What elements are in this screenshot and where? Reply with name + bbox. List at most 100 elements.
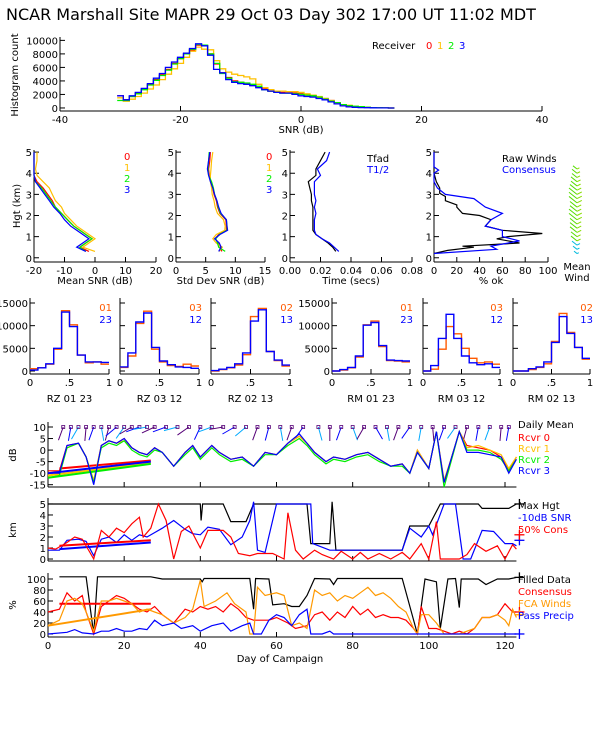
profile-series-3 [206, 152, 229, 252]
day-marker [385, 425, 389, 429]
day-marker [327, 425, 332, 429]
legend-entry: 2 [266, 174, 272, 185]
trend-line [47, 462, 151, 479]
trend-line [59, 541, 151, 551]
x-tick-label: 1 [196, 378, 202, 389]
y-tick-label: 2 [26, 212, 32, 223]
day-marker [114, 425, 119, 429]
legend-entry: Rcvr 1 [518, 444, 550, 455]
x-tick-label: 80 [519, 266, 532, 277]
mean-wind-barb [576, 252, 580, 254]
mean-wind-barb [569, 205, 578, 212]
y-tick-label: 20 [33, 619, 46, 630]
wind-barb [115, 426, 125, 439]
day-marker [232, 425, 237, 429]
day-marker [107, 425, 111, 429]
mean-wind-barb [568, 196, 578, 204]
wind-barb [393, 426, 399, 441]
x-tick-label: 0 [27, 378, 33, 389]
wind-barb [126, 426, 140, 433]
x-axis-label: Std Dev SNR (dB) [177, 276, 265, 287]
pair-label-a: 01 [400, 303, 413, 314]
legend-entry: T1/2 [366, 165, 389, 176]
wind-barb [104, 426, 110, 441]
pair-label-a: 03 [189, 303, 202, 314]
wind-barb [447, 426, 456, 439]
day-marker [145, 425, 149, 429]
y-axis-label: km [8, 522, 19, 538]
mean-wind-label: Wind [564, 273, 589, 284]
mean-wind-barb [569, 226, 578, 233]
x-tick-label: 10 [229, 266, 242, 277]
legend-entry: 3 [266, 185, 272, 196]
day-marker [301, 425, 306, 429]
x-tick-label: 100 [538, 266, 557, 277]
x-tick-label: 20 [450, 266, 463, 277]
daily-mean-series-3 [48, 429, 517, 485]
y-tick-label: 15000 [298, 299, 330, 310]
legend-entry: Raw Winds [502, 154, 557, 165]
x-tick-label: 5 [202, 266, 208, 277]
x-tick-label: 20 [415, 115, 428, 126]
day-marker [152, 425, 157, 429]
y-tick-label: 6000 [33, 63, 58, 74]
y-tick-label: 15000 [0, 299, 28, 310]
legend-entry: Filled Data [518, 575, 571, 586]
mean-wind-barb [571, 173, 578, 178]
y-tick-label: 4 [26, 169, 32, 180]
y-tick-label: 5000 [305, 344, 330, 355]
mean-wind-barb [576, 208, 582, 212]
legend-title: Receiver [372, 41, 416, 52]
y-tick-label: 0 [40, 446, 46, 457]
legend-entry: Pass Precip [518, 611, 574, 622]
wind-barb [133, 426, 148, 430]
x-tick-label: -10 [56, 266, 72, 277]
y-tick-label: 3 [26, 190, 32, 201]
x-tick-label: 1 [587, 378, 593, 389]
pair-label-b: 23 [99, 315, 112, 326]
wind-barb [193, 426, 201, 440]
wind-barb [418, 426, 422, 441]
trend-line [47, 461, 151, 477]
panel-label: RZ 01 23 [47, 394, 93, 405]
day-marker [465, 425, 469, 429]
day-marker [362, 425, 366, 429]
y-tick-label: -5 [36, 458, 46, 469]
wind-barb [386, 426, 390, 441]
day-marker [187, 425, 191, 429]
legend-entry: 0 [266, 152, 272, 163]
x-tick-label: 0 [431, 266, 437, 277]
y-tick-label: 5000 [3, 344, 28, 355]
x-tick-label: 1 [287, 378, 293, 389]
profile-series-0 [433, 152, 543, 255]
mean-wind-barb [576, 175, 581, 178]
wind-barb [438, 426, 445, 441]
x-tick-label: 40 [194, 641, 207, 652]
trend-line [47, 608, 151, 627]
mean-wind-barb [570, 176, 578, 183]
mean-wind-barb [571, 240, 578, 246]
pair-label-a: 01 [99, 303, 112, 314]
mean-wind-barb [576, 199, 583, 204]
x-tick-label: 20 [150, 266, 163, 277]
x-tick-label: 0 [510, 378, 516, 389]
y-tick-label: 10 [33, 423, 46, 434]
legend-entry: -10dB SNR [518, 513, 572, 524]
day-marker [68, 425, 73, 429]
day-marker [506, 425, 511, 429]
corr-histogram-b [332, 321, 410, 372]
day-marker [198, 425, 203, 429]
mean-wind-barb [576, 247, 580, 250]
wind-barb [286, 426, 293, 441]
mean-wind-barb [570, 231, 578, 238]
x-tick-label: .5 [547, 378, 557, 389]
wind-barb [71, 426, 79, 440]
mean-wind-barb [576, 204, 582, 208]
mean-wind-barb [576, 187, 582, 191]
x-tick-label: -40 [52, 115, 68, 126]
day-marker [373, 425, 378, 429]
x-tick-label: 40 [536, 115, 549, 126]
x-axis-label: Mean SNR (dB) [57, 276, 132, 287]
x-tick-label: 15 [259, 266, 272, 277]
